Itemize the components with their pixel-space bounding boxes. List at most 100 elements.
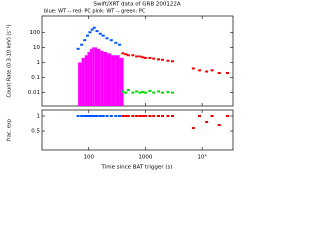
point: [170, 91, 174, 94]
point: [226, 72, 230, 75]
point: [191, 127, 195, 130]
point: [83, 39, 87, 42]
y-tick-label: 0.1: [31, 75, 40, 81]
point: [135, 55, 139, 58]
point: [126, 54, 130, 57]
point: [217, 72, 221, 75]
point: [152, 57, 156, 60]
point: [135, 115, 139, 118]
point: [114, 115, 118, 118]
point: [109, 115, 113, 118]
point: [131, 115, 135, 118]
point: [138, 91, 142, 94]
bar: [100, 50, 104, 106]
plot-frame: [41, 109, 234, 151]
point: [198, 115, 202, 118]
point: [121, 52, 125, 55]
point: [141, 91, 145, 94]
point: [105, 115, 109, 118]
bar: [92, 47, 95, 106]
point: [205, 121, 209, 124]
point: [124, 91, 128, 94]
point: [76, 115, 80, 118]
point: [131, 91, 135, 94]
point: [152, 115, 156, 118]
point: [170, 115, 174, 118]
point: [109, 39, 113, 42]
point: [85, 34, 89, 37]
point: [148, 115, 152, 118]
point: [226, 115, 230, 118]
point: [210, 115, 214, 118]
point: [141, 115, 145, 118]
bar: [89, 48, 93, 106]
point: [152, 91, 156, 94]
point: [148, 89, 152, 92]
y-axis-label: frac. exp: [7, 119, 13, 141]
bar: [84, 55, 88, 106]
point: [85, 115, 89, 118]
point: [143, 56, 147, 59]
point: [191, 67, 195, 70]
point: [118, 43, 122, 46]
point: [157, 90, 161, 93]
bar: [87, 51, 90, 106]
point: [105, 37, 109, 40]
point: [217, 124, 221, 127]
chart: Swift/XRT data of GRB 200122A blue: WT -…: [6, 1, 234, 171]
point: [92, 26, 96, 29]
point: [161, 115, 165, 118]
point: [205, 70, 209, 73]
plot-frame: [41, 15, 234, 107]
y-tick-label: 0.5: [31, 129, 40, 135]
chart-title: Swift/XRT data of GRB 200122A: [93, 2, 180, 8]
point: [138, 55, 142, 58]
bar: [106, 53, 112, 106]
bar: [81, 57, 85, 106]
point: [126, 115, 130, 118]
point: [114, 41, 118, 44]
point: [126, 88, 130, 91]
point: [198, 69, 202, 72]
y-tick-label: 0.01: [28, 90, 40, 96]
point: [80, 43, 84, 46]
point: [143, 115, 147, 118]
point: [161, 91, 165, 94]
point: [88, 31, 92, 34]
y-tick-label: 10: [33, 45, 40, 51]
point: [135, 90, 139, 93]
point: [161, 58, 165, 61]
point: [157, 58, 161, 61]
x-tick-label: 1000: [138, 155, 152, 161]
point: [148, 56, 152, 59]
point: [170, 60, 174, 63]
y-axis-label: Count Rate (0.3-10 keV) (s⁻¹): [7, 24, 13, 97]
bar: [94, 47, 98, 106]
point: [92, 115, 96, 118]
bar: [119, 57, 124, 106]
point: [80, 115, 84, 118]
point: [124, 53, 128, 56]
point: [121, 115, 125, 118]
point: [210, 69, 214, 72]
point: [138, 115, 142, 118]
point: [157, 115, 161, 118]
x-axis-label: Time since BAT trigger (s): [101, 165, 173, 171]
chart-subtitle: blue: WT -- red: PC pink: WT -- green: P…: [44, 9, 146, 15]
bar: [111, 55, 116, 106]
point: [101, 115, 105, 118]
point: [90, 115, 94, 118]
point: [141, 56, 145, 59]
point: [166, 115, 170, 118]
y-tick-label: 1: [37, 114, 41, 120]
x-tick-label: 10⁴: [198, 154, 208, 161]
point: [88, 115, 92, 118]
point: [131, 54, 135, 57]
bar: [78, 62, 82, 106]
point: [90, 28, 94, 31]
point: [83, 115, 87, 118]
point: [76, 47, 80, 50]
point: [166, 91, 170, 94]
point: [143, 91, 147, 94]
bar: [103, 51, 107, 106]
